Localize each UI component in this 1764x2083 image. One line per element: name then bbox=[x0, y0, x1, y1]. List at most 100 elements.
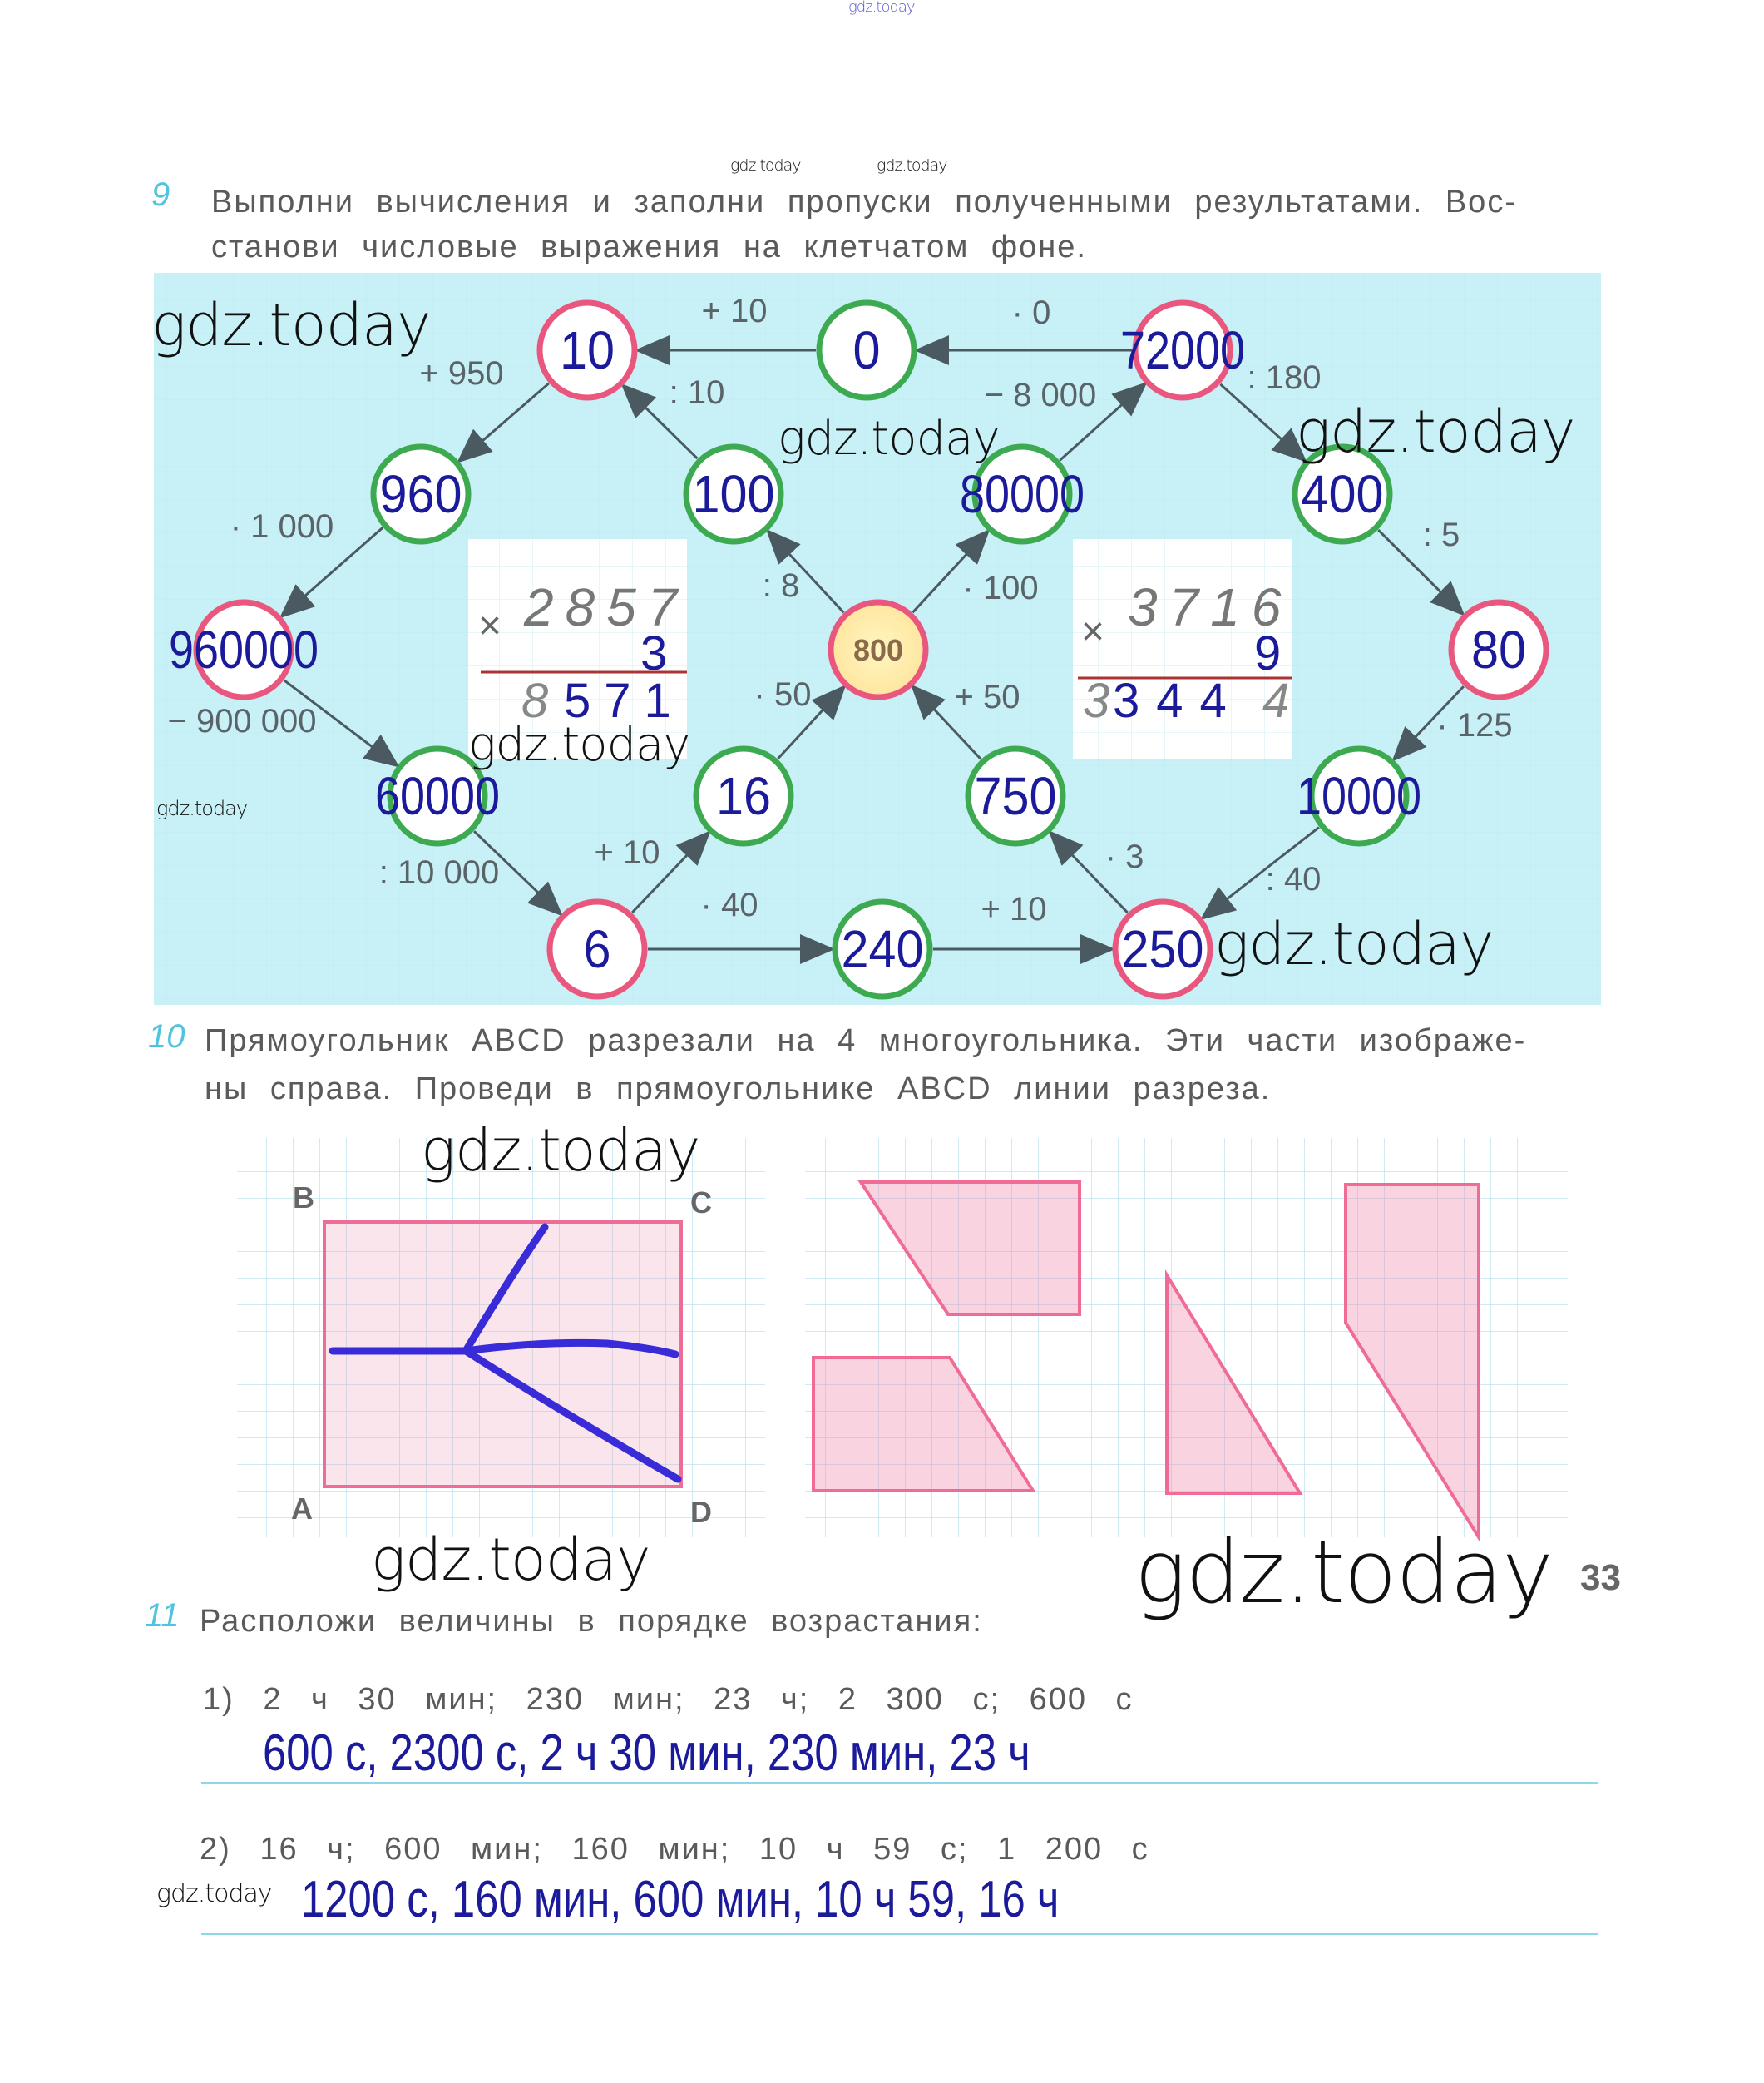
arrow-n960-n960000 bbox=[279, 527, 384, 619]
number-node: 400 bbox=[1292, 443, 1393, 545]
answer-line-2 bbox=[201, 1933, 1598, 1935]
mult-right-result-first: 3 bbox=[1083, 674, 1109, 728]
watermark: gdz.today bbox=[151, 291, 431, 359]
arrow-n960000-n60000 bbox=[283, 679, 400, 768]
watermark: gdz.today bbox=[371, 1526, 650, 1594]
watermark: gdz.today bbox=[730, 156, 801, 175]
node-circle bbox=[387, 745, 488, 847]
node-circle bbox=[1112, 898, 1213, 1000]
number-node: 960 bbox=[370, 443, 472, 545]
operation-label: : 40 bbox=[1266, 861, 1322, 898]
calculation-chain-diagram: · 0 + 10 + 950 · 1 000 − 900 000: 10 000 + 10… bbox=[154, 273, 1601, 1005]
node-value: 60000 bbox=[375, 766, 500, 826]
number-node: 0 bbox=[816, 299, 917, 401]
node-circle bbox=[1308, 745, 1410, 847]
operation-label: + 50 bbox=[955, 679, 1020, 715]
node-value: 6 bbox=[584, 919, 611, 979]
operation-label: · 3 bbox=[1105, 839, 1144, 875]
number-node: 80000 bbox=[960, 443, 1085, 545]
mult-right-result-last: 4 bbox=[1262, 674, 1289, 728]
node-circle bbox=[546, 898, 648, 1000]
operation-label: + 10 bbox=[595, 834, 660, 871]
arrow-n250-n750 bbox=[1048, 830, 1129, 914]
arrow-n10-n960 bbox=[457, 382, 550, 463]
operation-label: · 40 bbox=[701, 887, 758, 923]
node-value: 80 bbox=[1471, 620, 1526, 680]
node-value: 72000 bbox=[1120, 320, 1245, 380]
task-9-number: 9 bbox=[151, 176, 170, 213]
label-a: A bbox=[291, 1492, 313, 1526]
task-11-item-1-prompt: 1) 2 ч 30 мин; 230 мин; 23 ч; 2 300 с; 6… bbox=[203, 1682, 1134, 1717]
grid-right bbox=[805, 1138, 1568, 1537]
watermark: gdz.today bbox=[156, 797, 248, 820]
mult-right-sign: × bbox=[1081, 610, 1104, 654]
mult-left-top: 2857 bbox=[523, 577, 689, 637]
cut-lines bbox=[329, 1223, 682, 1483]
node-circle bbox=[965, 745, 1066, 847]
arrow-n80-n10000 bbox=[1391, 685, 1465, 762]
node-circle bbox=[193, 599, 294, 700]
node-value: 960 bbox=[380, 464, 462, 524]
node-circle bbox=[1292, 443, 1393, 545]
operation-label: − 8 000 bbox=[985, 377, 1097, 413]
operation-label: : 180 bbox=[1248, 359, 1322, 396]
node-circle bbox=[816, 299, 917, 401]
node-value: 80000 bbox=[960, 464, 1085, 524]
arrow-n80000-n72000 bbox=[1059, 382, 1148, 462]
operation-label: + 10 bbox=[981, 891, 1047, 928]
watermark: gdz.today bbox=[778, 412, 1001, 466]
node-circle bbox=[828, 599, 929, 700]
rectangle-cut-figure: B C A D bbox=[237, 1138, 1568, 1544]
node-circle bbox=[971, 443, 1073, 545]
node-value: 240 bbox=[842, 919, 924, 979]
operation-label: · 100 bbox=[962, 570, 1038, 606]
node-value: 750 bbox=[975, 766, 1057, 826]
number-node: 80 bbox=[1448, 599, 1549, 700]
mult-right-top: 3716 bbox=[1128, 577, 1292, 637]
operation-label: : 5 bbox=[1423, 517, 1460, 553]
piece-quadrilateral bbox=[1344, 1183, 1480, 1544]
node-value: 0 bbox=[853, 320, 881, 380]
watermark: gdz.today bbox=[877, 156, 947, 175]
watermark: gdz.today bbox=[1214, 910, 1494, 978]
number-node: 750 bbox=[965, 745, 1066, 847]
node-circle bbox=[370, 443, 472, 545]
arrow-n60000-n6 bbox=[473, 830, 563, 917]
mult-right-result: 344 bbox=[1113, 674, 1243, 728]
watermark: gdz.today bbox=[468, 718, 691, 772]
arrow-n10000-n250 bbox=[1199, 826, 1320, 920]
number-node: 960000 bbox=[169, 599, 319, 700]
operation-label: · 0 bbox=[1012, 294, 1051, 331]
arrow-n750-n800 bbox=[910, 684, 982, 760]
operation-label: · 50 bbox=[754, 676, 812, 713]
arrow-n6-n16 bbox=[631, 830, 711, 913]
operation-label: − 900 000 bbox=[167, 703, 316, 740]
operation-label: : 10 000 bbox=[379, 854, 500, 891]
label-d: D bbox=[690, 1495, 712, 1529]
operation-label: · 125 bbox=[1436, 707, 1512, 744]
number-node: 10000 bbox=[1297, 745, 1421, 847]
number-node: 60000 bbox=[375, 745, 500, 847]
number-node: 72000 bbox=[1120, 299, 1245, 401]
task-9-text-line2: станови числовые выражения на клетчатом … bbox=[211, 230, 1087, 265]
arrow-n16-n800 bbox=[777, 684, 847, 760]
watermark: gdz.today bbox=[156, 1879, 273, 1908]
task-9-text-line1: Выполни вычисления и заполни пропуски по… bbox=[211, 185, 1517, 220]
node-value: 400 bbox=[1302, 464, 1384, 524]
task-11-item-2-prompt: 2) 16 ч; 600 мин; 160 мин; 10 ч 59 с; 1 … bbox=[200, 1832, 1149, 1867]
task-10-number: 10 bbox=[148, 1018, 185, 1055]
node-circle bbox=[693, 745, 794, 847]
node-value: 250 bbox=[1122, 919, 1204, 979]
mult-left-result: 571 bbox=[564, 674, 684, 728]
label-c: C bbox=[690, 1185, 712, 1220]
arrow-n100-n10 bbox=[620, 383, 699, 460]
task-11-item-2-answer: 1200 с, 160 мин, 600 мин, 10 ч 59, 16 ч bbox=[301, 1871, 1060, 1928]
arrow-n400-n80 bbox=[1377, 528, 1465, 616]
operation-label: : 8 bbox=[763, 567, 799, 604]
node-value: 100 bbox=[693, 464, 775, 524]
label-b: B bbox=[293, 1180, 314, 1215]
number-node: 800 bbox=[828, 599, 929, 700]
operation-label: + 10 bbox=[702, 293, 768, 329]
arrow-n800-n80000 bbox=[912, 528, 991, 614]
watermark: gdz.today bbox=[1134, 1521, 1554, 1623]
